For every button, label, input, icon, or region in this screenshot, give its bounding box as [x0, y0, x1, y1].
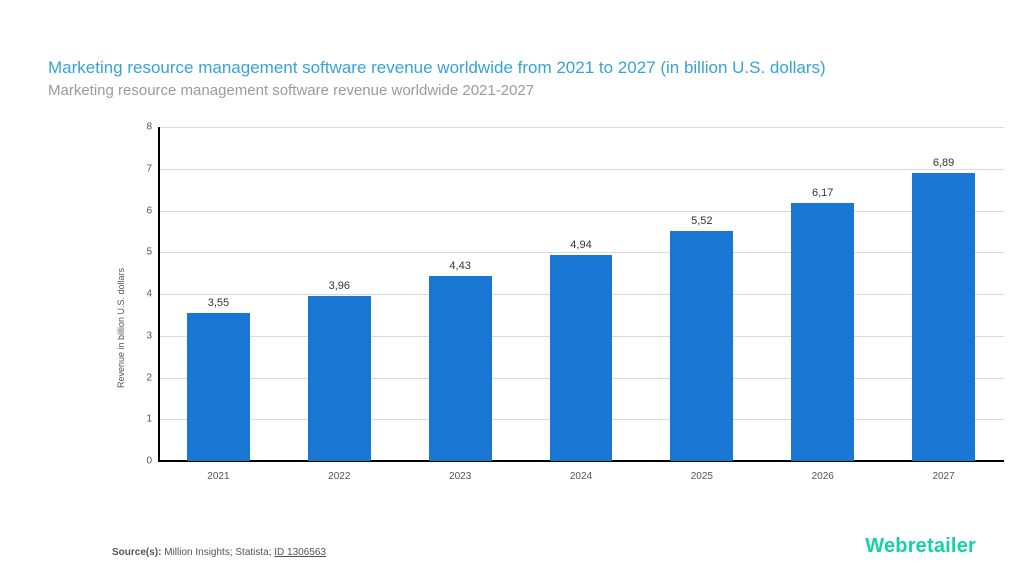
y-axis-label: Revenue in billion U.S. dollars — [116, 267, 126, 387]
x-tick-label: 2024 — [570, 471, 592, 482]
y-tick-label: 8 — [130, 122, 152, 133]
bar-value-label: 4,43 — [449, 260, 470, 272]
bar-value-label: 4,94 — [570, 239, 591, 251]
chart-title: Marketing resource management software r… — [48, 58, 976, 78]
plot-area: 0123456783,5520213,9620224,4320234,94202… — [158, 127, 1004, 461]
bar-value-label: 6,89 — [933, 157, 954, 169]
bar — [429, 276, 492, 461]
bar-value-label: 3,55 — [208, 297, 229, 309]
y-tick-label: 7 — [130, 163, 152, 174]
y-tick-label: 4 — [130, 289, 152, 300]
bar — [670, 231, 733, 461]
y-tick-label: 5 — [130, 247, 152, 258]
source-id: ID 1306563 — [274, 547, 326, 558]
y-axis — [158, 127, 160, 461]
x-tick-label: 2021 — [207, 471, 229, 482]
source-citation: Source(s): Million Insights; Statista; I… — [112, 547, 326, 558]
bar — [187, 313, 250, 461]
bar-value-label: 5,52 — [691, 215, 712, 227]
bar-value-label: 3,96 — [329, 280, 350, 292]
gridline — [158, 169, 1004, 170]
gridline — [158, 211, 1004, 212]
gridline — [158, 252, 1004, 253]
bar — [912, 173, 975, 461]
bar — [791, 203, 854, 461]
y-tick-label: 6 — [130, 205, 152, 216]
x-tick-label: 2026 — [812, 471, 834, 482]
bar — [550, 255, 613, 461]
chart-area: Revenue in billion U.S. dollars 01234567… — [48, 127, 976, 461]
bar — [308, 296, 371, 461]
x-tick-label: 2023 — [449, 471, 471, 482]
x-tick-label: 2022 — [328, 471, 350, 482]
bar-value-label: 6,17 — [812, 187, 833, 199]
y-tick-label: 2 — [130, 372, 152, 383]
x-tick-label: 2027 — [932, 471, 954, 482]
y-tick-label: 1 — [130, 414, 152, 425]
y-tick-label: 3 — [130, 330, 152, 341]
gridline — [158, 127, 1004, 128]
source-label: Source(s): — [112, 547, 164, 558]
source-text: Million Insights; Statista; — [164, 547, 274, 558]
y-tick-label: 0 — [130, 456, 152, 467]
chart-subtitle: Marketing resource management software r… — [48, 82, 976, 99]
x-tick-label: 2025 — [691, 471, 713, 482]
brand-logo: Webretailer — [865, 535, 976, 558]
